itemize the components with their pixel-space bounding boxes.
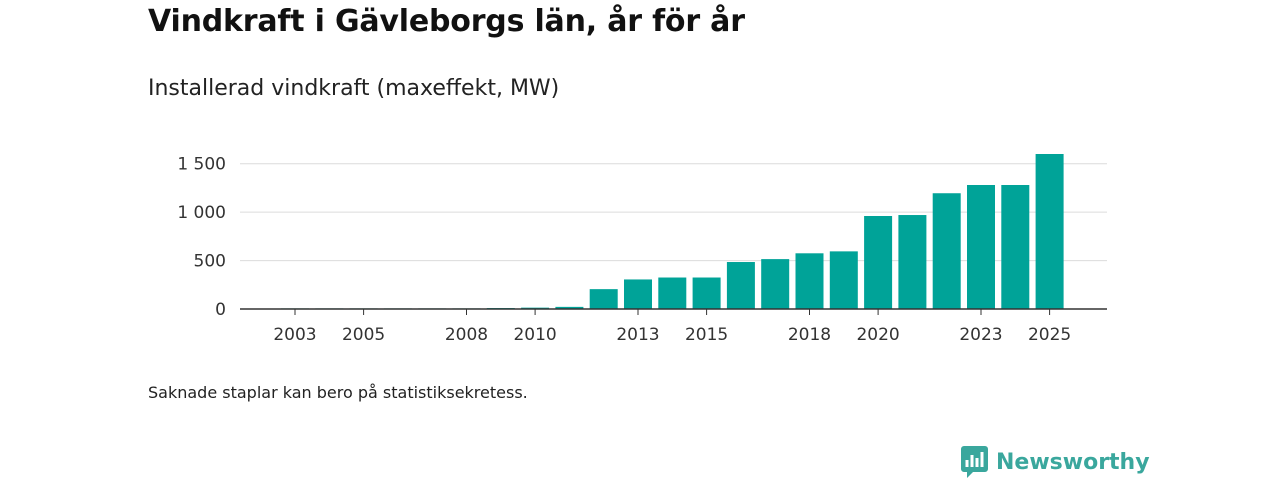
bar-2020 xyxy=(864,216,893,309)
bar-2018 xyxy=(795,253,824,309)
bar-2019 xyxy=(829,251,858,309)
gridlines xyxy=(240,163,1107,262)
y-tick-label: 500 xyxy=(194,252,226,272)
bar-2025 xyxy=(1035,154,1064,309)
bar-2013 xyxy=(624,279,652,309)
y-tick-label: 1 500 xyxy=(177,155,226,175)
x-tick-label: 2003 xyxy=(273,325,316,345)
x-tick-label: 2023 xyxy=(959,325,1002,345)
x-tick-label: 2018 xyxy=(788,325,831,345)
bar-2024 xyxy=(1001,185,1030,309)
chart-subtitle: Installerad vindkraft (maxeffekt, MW) xyxy=(148,76,560,101)
x-tick-label: 2020 xyxy=(856,325,899,345)
bar-2016 xyxy=(726,262,755,309)
brand-name: Newsworthy xyxy=(996,449,1150,475)
bar-2014 xyxy=(658,277,687,309)
bar-2021 xyxy=(898,215,927,309)
x-tick-label: 2013 xyxy=(616,325,659,345)
x-tick-label: 2010 xyxy=(513,325,556,345)
y-tick-label: 0 xyxy=(215,300,226,320)
footnote: Saknade staplar kan bero på statistiksek… xyxy=(148,383,528,402)
x-tick-label: 2005 xyxy=(342,325,385,345)
bar-2012 xyxy=(589,289,618,309)
chart-title: Vindkraft i Gävleborgs län, år för år xyxy=(148,4,745,39)
bar-2023 xyxy=(967,185,995,309)
bars xyxy=(281,154,1064,309)
y-axis-labels: 0 500 1 000 1 500 xyxy=(177,155,226,320)
x-axis-labels: 2003 2005 2008 2010 2013 2015 2018 2020 2023 2025 xyxy=(273,309,1071,345)
bar-2011 xyxy=(555,306,584,309)
bar-2022 xyxy=(932,193,961,309)
y-tick-label: 1 000 xyxy=(177,203,226,223)
brand-logo: Newsworthy xyxy=(961,446,1150,478)
x-tick-label: 2015 xyxy=(685,325,728,345)
x-tick-label: 2025 xyxy=(1028,325,1071,345)
bar-2015 xyxy=(692,277,721,309)
newsworthy-logo-icon xyxy=(961,446,988,478)
bar-2017 xyxy=(761,259,790,309)
x-tick-label: 2008 xyxy=(445,325,488,345)
